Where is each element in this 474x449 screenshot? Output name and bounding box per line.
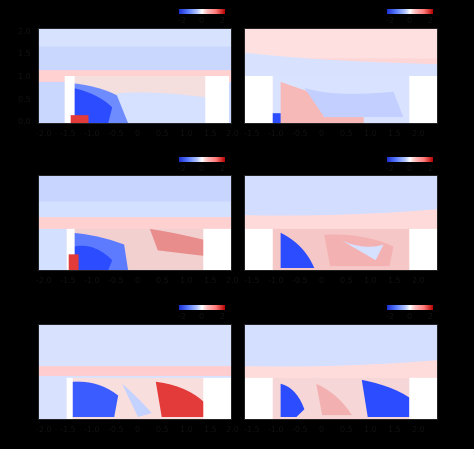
colorbar-row3-left: -2 0 2 (178, 304, 226, 322)
x-tick-label: -0.5 (108, 276, 124, 285)
y-tick-label: 1.5 (18, 49, 31, 58)
x-tick-label: -1.5 (60, 276, 76, 285)
colorbar-row2-left: -2 0 2 (178, 156, 226, 174)
x-tick-label: 0.5 (156, 276, 169, 285)
x-tick-label: 1.5 (388, 276, 401, 285)
x-tick-label: -2.0 (36, 425, 52, 434)
field-panel-row3-right (244, 324, 438, 420)
x-tick-label: -1.5 (244, 276, 260, 285)
x-tick-label: 1.5 (388, 425, 401, 434)
x-tick-label: 1.0 (364, 425, 377, 434)
x-tick-label: -1.5 (244, 425, 260, 434)
colorbar-label: 0 (199, 312, 205, 321)
colorbar-label: 2 (220, 312, 226, 321)
x-tick-label: -2.0 (36, 129, 52, 138)
colorbar-label: -2 (178, 312, 186, 321)
colorbar-row2-right: -2 0 2 (386, 156, 434, 174)
x-tick-label: -2.0 (36, 276, 52, 285)
y-tick-label: 2.0 (18, 27, 31, 36)
x-tick-label: -0.5 (292, 425, 308, 434)
x-tick-label: -1.0 (84, 425, 100, 434)
x-tick-label: -1.0 (84, 276, 100, 285)
colorbar-row3-right: -2 0 2 (386, 304, 434, 322)
x-tick-label: 0.5 (156, 425, 169, 434)
colorbar-label: -2 (386, 312, 394, 321)
x-tick-label: 1.5 (204, 129, 217, 138)
field-panel-row1-left (38, 28, 232, 124)
x-tick-label: 1.0 (180, 425, 193, 434)
field-panel-row3-left (38, 324, 232, 420)
x-tick-label: 0.5 (340, 425, 353, 434)
x-tick-label: -1.5 (60, 129, 76, 138)
colorbar-row1-right: -2 0 2 (386, 8, 434, 26)
x-tick-label: -1.0 (268, 276, 284, 285)
x-tick-label: 1.5 (388, 129, 401, 138)
x-tick-label: 1.5 (204, 276, 217, 285)
y-tick-label: 1.0 (18, 72, 31, 81)
x-tick-label: 2.0 (226, 276, 239, 285)
x-tick-label: -0.5 (292, 276, 308, 285)
colorbar-label: 2 (428, 16, 434, 25)
x-tick-label: 2.0 (412, 276, 425, 285)
colorbar-label: -2 (178, 164, 186, 173)
colorbar-gradient (386, 156, 434, 163)
x-tick-label: 0.5 (156, 129, 169, 138)
x-tick-label: 1.0 (180, 276, 193, 285)
colorbar-label: 2 (220, 16, 226, 25)
colorbar-label: 0 (199, 16, 205, 25)
colorbar-gradient (386, 304, 434, 311)
x-tick-label: 0.5 (340, 129, 353, 138)
colorbar-gradient (178, 156, 226, 163)
colorbar-label: 0 (407, 312, 413, 321)
x-tick-label: -1.0 (268, 425, 284, 434)
colorbar-label: -2 (178, 16, 186, 25)
x-tick-label: -1.0 (268, 129, 284, 138)
colorbar-gradient (178, 8, 226, 15)
x-tick-label: 0 (135, 425, 141, 434)
x-tick-label: 0.5 (340, 276, 353, 285)
x-tick-label: 1.0 (364, 129, 377, 138)
colorbar-label: 2 (220, 164, 226, 173)
x-tick-label: 0 (319, 129, 325, 138)
colorbar-gradient (386, 8, 434, 15)
y-tick-label: 0.0 (18, 117, 31, 126)
colorbar-label: 0 (407, 16, 413, 25)
x-tick-label: 0 (319, 276, 325, 285)
x-tick-label: 2.0 (226, 129, 239, 138)
x-tick-label: 2.0 (412, 425, 425, 434)
colorbar-label: -2 (386, 16, 394, 25)
colorbar-gradient (178, 304, 226, 311)
x-tick-label: 1.0 (364, 276, 377, 285)
x-tick-label: -1.5 (60, 425, 76, 434)
colorbar-label: 2 (428, 312, 434, 321)
colorbar-row1-left: -2 0 2 (178, 8, 226, 26)
colorbar-label: -2 (386, 164, 394, 173)
colorbar-label: 0 (407, 164, 413, 173)
colorbar-label: 2 (428, 164, 434, 173)
field-panel-row1-right (244, 28, 438, 124)
x-tick-label: 2.0 (226, 425, 239, 434)
x-tick-label: -1.0 (84, 129, 100, 138)
x-tick-label: -0.5 (108, 129, 124, 138)
x-tick-label: -0.5 (108, 425, 124, 434)
x-tick-label: -0.5 (292, 129, 308, 138)
field-panel-row2-right (244, 175, 438, 271)
field-panel-row2-left (38, 175, 232, 271)
x-tick-label: 0 (319, 425, 325, 434)
x-tick-label: 0 (135, 129, 141, 138)
x-tick-label: 2.0 (412, 129, 425, 138)
x-tick-label: 0 (135, 276, 141, 285)
y-tick-label: 0.5 (18, 95, 31, 104)
colorbar-label: 0 (199, 164, 205, 173)
x-tick-label: 1.5 (204, 425, 217, 434)
x-tick-label: -1.5 (244, 129, 260, 138)
x-tick-label: 1.0 (180, 129, 193, 138)
